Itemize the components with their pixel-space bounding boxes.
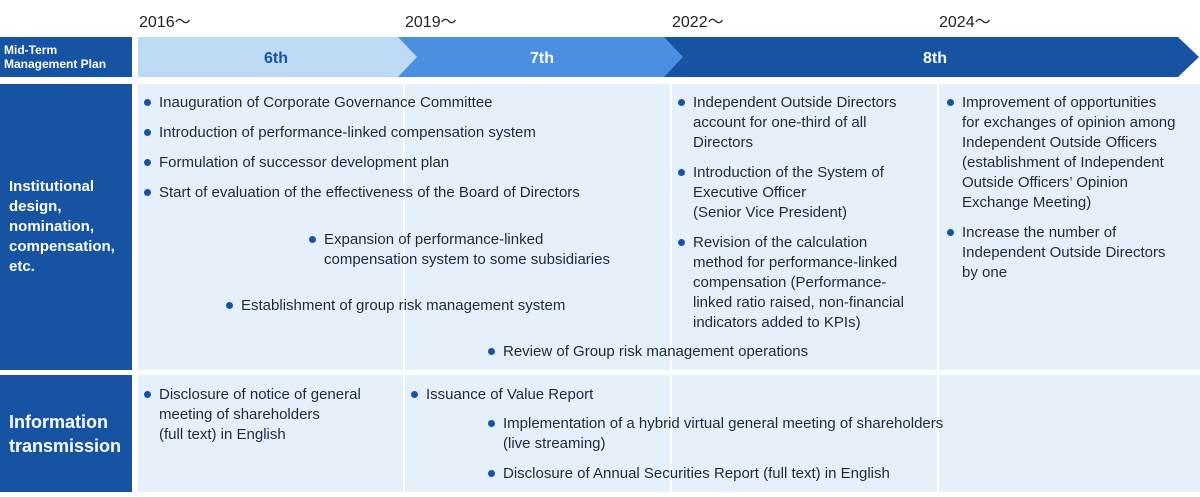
list-item: Introduction of the System of Executive …	[678, 163, 884, 223]
list-item: Formulation of successor development pla…	[144, 153, 449, 173]
year-2019: 2019～	[405, 14, 457, 31]
row-label-information: Information transmission	[0, 375, 132, 492]
plan-arrows: 6th 7th 8th	[138, 37, 1199, 77]
plan-7th-arrow	[398, 37, 685, 77]
list-item: Expansion of performance-linked compensa…	[309, 230, 610, 270]
list-item: Review of Group risk management operatio…	[488, 342, 808, 362]
cell-institutional-2024	[939, 84, 1200, 370]
plan-6th-label: 6th	[264, 50, 288, 67]
year-2016: 2016～	[139, 14, 191, 31]
list-item: Establishment of group risk management s…	[226, 296, 565, 316]
list-item: Disclosure of notice of general meeting …	[144, 385, 361, 445]
row-label-institutional: Institutional design, nomination, compen…	[0, 84, 132, 370]
list-item: Independent Outside Directors account fo…	[678, 93, 896, 153]
list-item: Inauguration of Corporate Governance Com…	[144, 93, 493, 113]
plan-8th-arrow	[664, 37, 1199, 77]
cell-institutional-2019	[405, 84, 670, 370]
list-item: Revision of the calculation method for p…	[678, 233, 904, 333]
list-item: Implementation of a hybrid virtual gener…	[488, 414, 943, 454]
list-item: Improvement of opportunities for exchang…	[947, 93, 1175, 213]
year-2022: 2022～	[672, 14, 724, 31]
list-item: Start of evaluation of the effectiveness…	[144, 183, 580, 203]
cell-information-2019	[405, 375, 670, 492]
plan-7th-label: 7th	[530, 50, 554, 67]
year-2024: 2024～	[939, 14, 991, 31]
mid-term-plan-label: Mid-Term Management Plan	[0, 37, 132, 77]
plan-8th-label: 8th	[923, 50, 947, 67]
list-item: Issuance of Value Report	[411, 385, 593, 405]
cell-institutional-2016	[138, 84, 403, 370]
cell-institutional-2022	[672, 84, 937, 370]
cell-information-2024	[939, 375, 1200, 492]
cell-information-2022	[672, 375, 937, 492]
cell-information-2016	[138, 375, 403, 492]
plan-6th-arrow	[138, 37, 419, 77]
list-item: Introduction of performance-linked compe…	[144, 123, 536, 143]
list-item: Disclosure of Annual Securities Report (…	[488, 464, 890, 484]
list-item: Increase the number of Independent Outsi…	[947, 223, 1165, 283]
